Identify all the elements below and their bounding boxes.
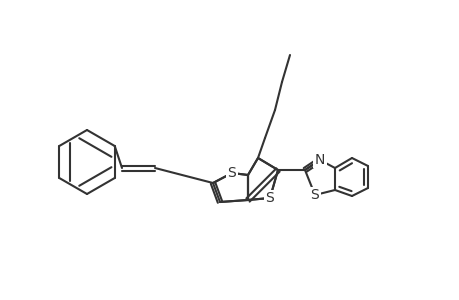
Text: S: S <box>265 191 274 205</box>
Text: N: N <box>314 153 325 167</box>
Text: S: S <box>227 166 236 180</box>
Text: S: S <box>310 188 319 202</box>
